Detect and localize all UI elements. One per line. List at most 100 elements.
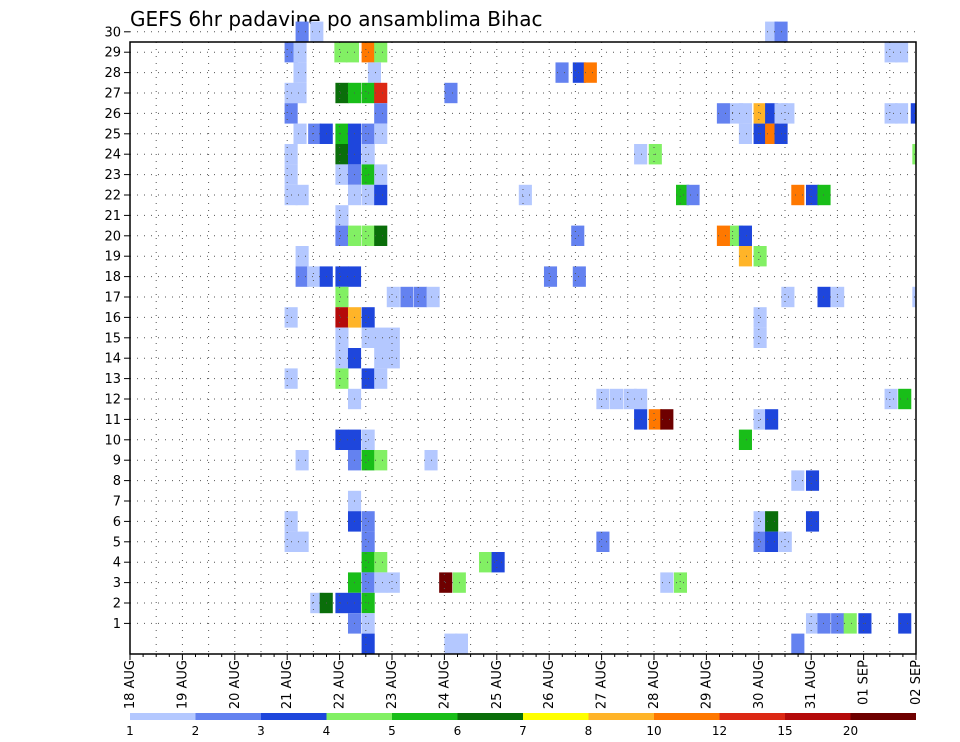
ensemble-cell bbox=[884, 42, 898, 63]
color-legend: 1 2 3 4 5 6 7 8 10 12 15 20 bbox=[126, 713, 916, 738]
ensemble-cell bbox=[335, 429, 349, 450]
ensemble-cell bbox=[660, 572, 674, 593]
ensemble-cell bbox=[781, 103, 795, 124]
ensemble-cell bbox=[738, 103, 752, 124]
ensemble-cell bbox=[895, 103, 909, 124]
ensemble-cells bbox=[284, 21, 916, 654]
ensemble-cell bbox=[817, 184, 831, 206]
y-tick-label: 1 bbox=[113, 617, 121, 632]
legend-swatch bbox=[392, 713, 458, 720]
ensemble-cell bbox=[335, 205, 349, 226]
ensemble-cell bbox=[293, 123, 307, 144]
ensemble-cell bbox=[596, 388, 610, 410]
ensemble-cell bbox=[686, 184, 700, 206]
ensemble-cell bbox=[817, 613, 831, 634]
ensemble-cell bbox=[361, 633, 375, 654]
y-tick-label: 2 bbox=[113, 597, 121, 612]
y-tick-label: 19 bbox=[104, 250, 121, 265]
ensemble-cell bbox=[791, 470, 805, 491]
ensemble-cell bbox=[572, 266, 586, 287]
ensemble-cell bbox=[374, 225, 388, 246]
x-axis: 18 AUG 19 AUG 20 AUG 21 AUG 22 AUG 23 AUG 24 A… bbox=[123, 654, 924, 709]
ensemble-cell bbox=[676, 184, 690, 206]
ensemble-cell bbox=[386, 348, 400, 369]
legend-label: 4 bbox=[323, 724, 331, 738]
ensemble-cell bbox=[335, 592, 349, 614]
ensemble-cell bbox=[295, 21, 309, 42]
y-tick-label: 11 bbox=[104, 413, 121, 428]
x-tick-label: 02 SEP bbox=[909, 660, 924, 705]
legend-label: 7 bbox=[519, 724, 527, 738]
x-tick-label: 18 AUG bbox=[123, 660, 138, 709]
legend-label: 5 bbox=[388, 724, 396, 738]
y-tick-label: 30 bbox=[104, 25, 121, 40]
x-tick-label: 24 AUG bbox=[437, 660, 452, 709]
ensemble-cell bbox=[478, 552, 493, 573]
ensemble-cell bbox=[623, 388, 637, 410]
x-tick-label: 28 AUG bbox=[647, 660, 662, 709]
y-axis: 1234567891011121314151617181920212223242… bbox=[104, 25, 130, 632]
ensemble-cell bbox=[374, 184, 388, 206]
ensemble-cell bbox=[571, 225, 585, 246]
ensemble-cell bbox=[293, 62, 307, 83]
ensemble-cell bbox=[716, 103, 730, 124]
legend-swatch bbox=[785, 713, 851, 720]
legend-swatch bbox=[195, 713, 261, 720]
x-tick-label: 29 AUG bbox=[699, 660, 714, 709]
ensemble-cell bbox=[555, 62, 569, 83]
y-tick-label: 14 bbox=[104, 352, 121, 367]
ensemble-cell bbox=[765, 531, 779, 552]
y-tick-label: 15 bbox=[104, 331, 121, 346]
legend-swatch bbox=[850, 713, 916, 720]
ensemble-cell bbox=[444, 82, 458, 104]
legend-swatch bbox=[457, 713, 523, 720]
ensemble-cell bbox=[738, 123, 752, 144]
y-tick-label: 10 bbox=[104, 433, 121, 448]
ensemble-cell bbox=[738, 225, 752, 246]
y-tick-label: 9 bbox=[113, 454, 121, 469]
y-tick-label: 24 bbox=[104, 148, 121, 163]
ensemble-cell bbox=[335, 82, 349, 104]
ensemble-cell bbox=[518, 184, 532, 206]
ensemble-cell bbox=[765, 409, 779, 430]
ensemble-cell bbox=[310, 21, 324, 42]
y-tick-label: 8 bbox=[113, 474, 121, 489]
y-tick-label: 28 bbox=[104, 66, 121, 81]
legend-swatch bbox=[719, 713, 785, 720]
ensemble-cell bbox=[596, 531, 610, 552]
y-tick-label: 12 bbox=[104, 393, 121, 408]
legend-swatch bbox=[130, 713, 196, 720]
ensemble-cell bbox=[444, 633, 458, 654]
ensemble-cell bbox=[335, 368, 349, 389]
ensemble-cell bbox=[386, 286, 400, 308]
grid-lines bbox=[129, 31, 917, 654]
ensemble-cell bbox=[634, 409, 648, 430]
ensemble-cell bbox=[583, 62, 597, 83]
ensemble-cell bbox=[335, 327, 349, 348]
y-tick-label: 3 bbox=[113, 576, 121, 591]
ensemble-cell bbox=[910, 103, 916, 124]
ensemble-cell bbox=[374, 450, 388, 471]
ensemble-cell bbox=[491, 552, 505, 573]
ensemble-cell bbox=[335, 266, 349, 287]
ensemble-cell bbox=[295, 266, 309, 287]
ensemble-cell bbox=[345, 42, 359, 63]
x-tick-label: 19 AUG bbox=[175, 660, 190, 709]
legend-swatch bbox=[654, 713, 720, 720]
ensemble-cell bbox=[572, 62, 586, 83]
ensemble-cell bbox=[400, 286, 414, 308]
ensemble-cell bbox=[895, 42, 909, 63]
ensemble-cell bbox=[335, 164, 349, 185]
ensemble-cell bbox=[335, 286, 349, 308]
ensemble-cell bbox=[454, 633, 468, 654]
ensemble-cell bbox=[858, 613, 872, 634]
ensemble-cell bbox=[778, 531, 792, 552]
y-tick-label: 5 bbox=[113, 535, 121, 550]
y-tick-label: 17 bbox=[104, 291, 121, 306]
ensemble-cell bbox=[295, 450, 309, 471]
y-tick-label: 20 bbox=[104, 229, 121, 244]
legend-label: 20 bbox=[843, 724, 858, 738]
x-tick-label: 30 AUG bbox=[752, 660, 767, 709]
legend-label: 10 bbox=[646, 724, 661, 738]
